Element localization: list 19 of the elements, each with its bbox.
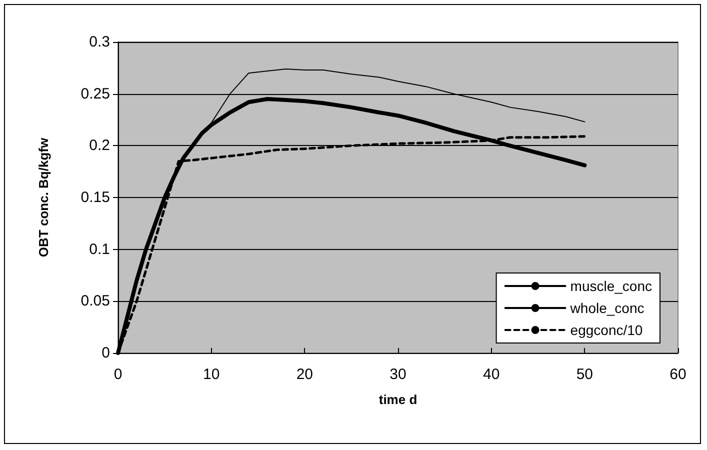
y-tick-label: 0.25 <box>80 85 110 102</box>
y-tick-label: 0.15 <box>80 189 110 206</box>
x-tick-label: 30 <box>390 366 406 383</box>
x-tick-label: 60 <box>670 366 686 383</box>
y-tick-label: 0 <box>102 344 110 362</box>
y-tick-label: 0.05 <box>80 292 110 310</box>
x-tick-label: 40 <box>482 366 500 383</box>
x-tick-label: 10 <box>202 366 220 383</box>
y-axis-title: OBT conc. Bq/kgfw <box>36 137 51 258</box>
y-tick-label: 0.3 <box>89 34 110 50</box>
x-tick-label: 20 <box>296 366 314 383</box>
x-tick-label: 0 <box>114 366 122 383</box>
y-tick-label: 0.2 <box>89 137 110 154</box>
x-axis-title: time d <box>378 392 418 407</box>
x-tick-label: 50 <box>576 366 594 383</box>
legend-label: whole_conc <box>569 300 644 316</box>
legend-label: eggconc/10 <box>570 322 643 338</box>
legend-label: muscle_conc <box>570 278 652 294</box>
y-tick-label: 0.1 <box>89 240 110 258</box>
